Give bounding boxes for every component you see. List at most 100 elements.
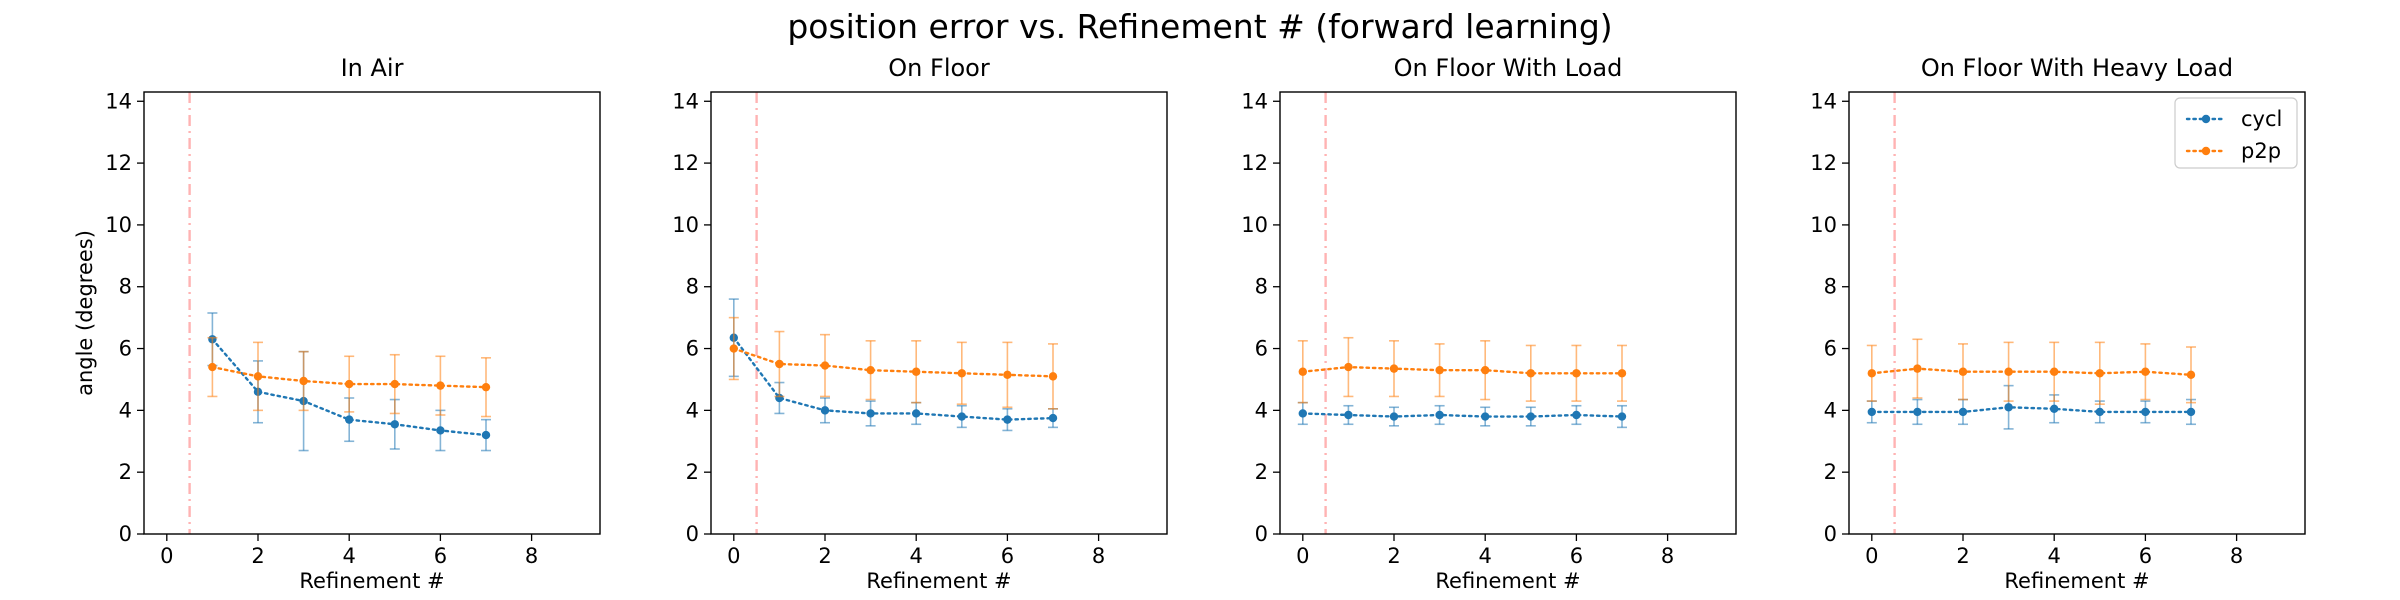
data-point <box>208 362 217 372</box>
data-point <box>1435 365 1444 375</box>
data-point <box>2004 403 2013 412</box>
y-tick-label: 4 <box>1824 398 1837 422</box>
y-tick-label: 0 <box>1824 522 1837 546</box>
x-tick-label: 6 <box>1001 544 1014 568</box>
series-line <box>1870 367 2193 377</box>
x-tick-label: 4 <box>2048 544 2061 568</box>
y-tick-label: 12 <box>1810 151 1837 175</box>
data-point <box>436 426 445 435</box>
data-point <box>436 381 445 390</box>
data-point <box>1003 415 1012 424</box>
series-line <box>1301 412 1624 418</box>
legend-item-p2p: p2p <box>2185 139 2281 163</box>
y-tick-label: 6 <box>686 337 699 361</box>
chart-panels: In Air 0 2 4 6 8 0 2 4 6 8 10 12 14 Refinement # angle … <box>73 54 2306 593</box>
data-point <box>957 412 966 421</box>
y-tick-label: 12 <box>672 151 699 175</box>
y-tick-label: 2 <box>119 460 132 484</box>
y-tick-label: 4 <box>119 398 132 422</box>
y-tick-label: 4 <box>686 398 699 422</box>
x-tick-label: 6 <box>1570 544 1583 568</box>
y-tick-label: 0 <box>119 522 132 546</box>
y-tick-label: 14 <box>105 89 132 113</box>
data-point <box>1298 409 1308 418</box>
panel-title: On Floor With Load <box>1394 54 1623 82</box>
series-p2p <box>1866 338 2196 405</box>
data-point <box>1572 410 1581 420</box>
x-tick-label: 8 <box>525 544 538 568</box>
y-tick-label: 0 <box>1255 522 1268 546</box>
series-p2p <box>207 336 491 418</box>
legend-label: p2p <box>2241 139 2281 163</box>
data-point <box>1526 412 1536 421</box>
data-point <box>253 372 263 381</box>
data-point <box>299 376 308 386</box>
x-tick-label: 0 <box>1865 544 1878 568</box>
x-axis-label: Refinement # <box>2004 569 2149 593</box>
data-point <box>2186 370 2196 380</box>
data-point <box>2141 367 2150 376</box>
axes-frame <box>1848 91 2306 535</box>
panel-title: On Floor <box>888 54 990 82</box>
y-tick-label: 12 <box>1241 151 1268 175</box>
data-point <box>1048 372 1058 381</box>
panel-title: In Air <box>341 54 404 82</box>
y-tick-label: 4 <box>1255 398 1268 422</box>
series-p2p <box>728 316 1058 410</box>
x-tick-label: 6 <box>434 544 447 568</box>
legend-swatch-marker <box>2201 114 2211 124</box>
x-tick-label: 8 <box>1092 544 1105 568</box>
data-point <box>481 382 491 392</box>
data-point <box>2186 407 2196 417</box>
data-point <box>1958 367 1968 376</box>
x-tick-label: 2 <box>1387 544 1400 568</box>
data-point <box>1617 369 1627 378</box>
data-point <box>345 379 354 389</box>
x-tick-label: 8 <box>2230 544 2243 568</box>
data-point <box>1867 407 1877 417</box>
data-point <box>1048 413 1058 423</box>
x-axis-label: Refinement # <box>299 569 444 593</box>
data-point <box>1298 367 1308 376</box>
y-tick-label: 12 <box>105 151 132 175</box>
x-tick-label: 0 <box>1296 544 1309 568</box>
y-tick-label: 10 <box>105 213 132 237</box>
data-point <box>2095 369 2104 378</box>
x-tick-label: 4 <box>343 544 356 568</box>
y-tick-label: 2 <box>1824 460 1837 484</box>
axes-frame <box>143 91 601 535</box>
legend-swatch-marker <box>2201 146 2211 156</box>
legend: cycl p2p <box>2174 97 2298 169</box>
data-point <box>2004 367 2013 376</box>
x-tick-label: 4 <box>910 544 923 568</box>
series-cycl <box>1297 401 1627 429</box>
axes-frame <box>1279 91 1737 535</box>
x-tick-label: 2 <box>251 544 264 568</box>
x-tick-label: 0 <box>160 544 173 568</box>
data-point <box>729 344 738 353</box>
data-point <box>1344 362 1353 372</box>
y-tick-label: 14 <box>672 89 699 113</box>
data-point <box>912 409 921 418</box>
data-point <box>820 361 830 370</box>
data-point <box>390 379 399 389</box>
y-axis-label: angle (degrees) <box>73 230 97 396</box>
series-cycl <box>1866 384 2196 430</box>
figure-title: position error vs. Refinement # (forward… <box>787 7 1612 46</box>
data-point <box>1958 407 1968 417</box>
data-point <box>1913 364 1922 373</box>
legend-label: cycl <box>2241 107 2282 131</box>
chart-panel-1: In Air 0 2 4 6 8 0 2 4 6 8 10 12 14 Refinement # angle … <box>73 54 601 593</box>
y-tick-label: 8 <box>1255 275 1268 299</box>
x-tick-label: 8 <box>1661 544 1674 568</box>
data-point <box>820 406 830 415</box>
x-tick-label: 4 <box>1479 544 1492 568</box>
y-tick-label: 6 <box>119 337 132 361</box>
x-tick-label: 6 <box>2139 544 2152 568</box>
data-point <box>1867 369 1877 378</box>
data-point <box>1435 410 1444 420</box>
data-point <box>2141 407 2150 417</box>
data-point <box>1389 412 1399 421</box>
data-point <box>1389 364 1399 373</box>
